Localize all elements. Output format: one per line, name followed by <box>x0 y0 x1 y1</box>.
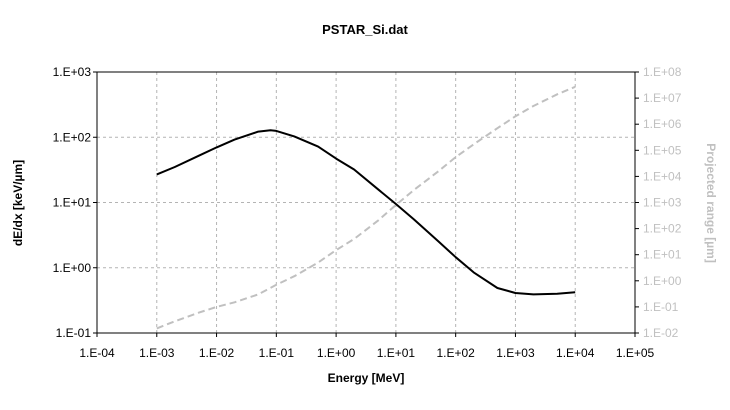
y2-tick-label: 1.E-02 <box>643 326 679 340</box>
y2-tick-label: 1.E+03 <box>643 196 682 210</box>
stopping-power-line <box>156 129 576 296</box>
x-tick-label: 1.E+00 <box>317 346 356 360</box>
y-tick-label: 1.E+02 <box>53 130 92 144</box>
y2-tick-label: 1.E+07 <box>643 91 682 105</box>
x-tick-label: 1.E+05 <box>616 346 655 360</box>
series-layer <box>156 85 576 330</box>
x-tick-label: 1.E-02 <box>199 346 235 360</box>
chart-title: PSTAR_Si.dat <box>322 22 408 37</box>
y2-tick-label: 1.E+00 <box>643 274 682 288</box>
y2-tick-label: 1.E+06 <box>643 117 682 131</box>
x-tick-label: 1.E+02 <box>436 346 475 360</box>
y2-tick-label: 1.E+05 <box>643 143 682 157</box>
tick-layer: 1.E-04 1.E-03 1.E-02 1.E-01 1.E+00 1.E+01 1.E+… <box>53 65 682 360</box>
x-tick-label: 1.E-04 <box>79 346 115 360</box>
x-tick-label: 1.E+04 <box>556 346 595 360</box>
projected-range-line <box>156 85 576 330</box>
y-tick-label: 1.E+01 <box>53 196 92 210</box>
x-tick-label: 1.E+01 <box>377 346 416 360</box>
y-tick-label: 1.E+00 <box>53 261 92 275</box>
y-tick-label: 1.E+03 <box>53 65 92 79</box>
x-tick-label: 1.E-01 <box>259 346 295 360</box>
y2-tick-label: 1.E+01 <box>643 248 682 262</box>
y-axis-label: dE/dx [keV/µm] <box>11 160 25 246</box>
y2-tick-label: 1.E+08 <box>643 65 682 79</box>
x-tick-label: 1.E+03 <box>496 346 535 360</box>
y2-tick-label: 1.E-01 <box>643 300 679 314</box>
y2-axis-label: Projected range [µm] <box>704 143 718 263</box>
y2-tick-label: 1.E+02 <box>643 222 682 236</box>
x-axis-label: Energy [MeV] <box>328 371 405 385</box>
y2-tick-label: 1.E+04 <box>643 169 682 183</box>
y-tick-label: 1.E-01 <box>56 326 92 340</box>
x-tick-label: 1.E-03 <box>139 346 175 360</box>
